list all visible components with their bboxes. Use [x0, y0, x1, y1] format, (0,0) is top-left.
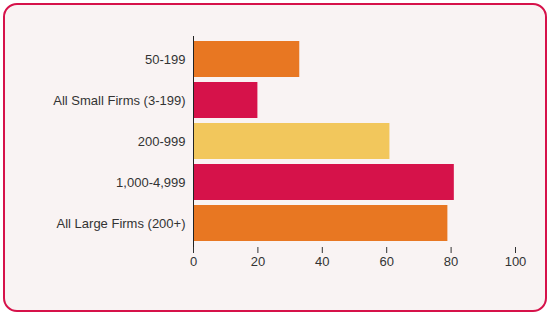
svg-text:1,000-4,999: 1,000-4,999 [116, 175, 185, 190]
svg-text:80: 80 [444, 254, 458, 269]
svg-text:200-999: 200-999 [138, 134, 186, 149]
svg-text:All Large Firms (200+): All Large Firms (200+) [57, 216, 186, 231]
svg-text:50-199: 50-199 [145, 52, 185, 67]
svg-text:40: 40 [315, 254, 329, 269]
svg-text:60: 60 [379, 254, 393, 269]
svg-text:100: 100 [505, 254, 527, 269]
svg-text:20: 20 [251, 254, 265, 269]
svg-text:0: 0 [190, 254, 197, 269]
svg-text:All Small Firms (3-199): All Small Firms (3-199) [53, 93, 185, 108]
